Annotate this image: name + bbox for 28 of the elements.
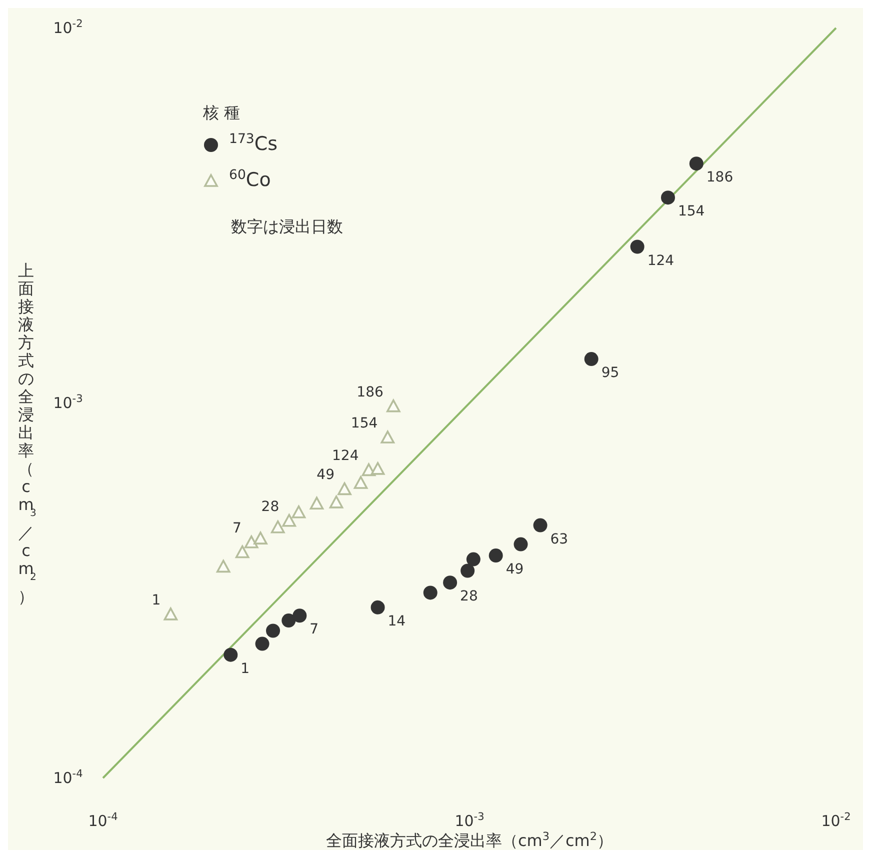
annotation: 28 — [261, 498, 280, 515]
annotation: 28 — [460, 588, 478, 605]
x-tick-label: 10$^{-4}$ — [88, 811, 118, 830]
annotation: 154 — [678, 204, 705, 220]
x-axis-title: 全面接液方式の全浸出率（cm$^{3}$／cm$^{2}$） — [326, 830, 614, 850]
y-tick-label: 10$^{-3}$ — [53, 393, 83, 412]
x-tick-label: 10$^{-3}$ — [454, 811, 484, 830]
annotation: 49 — [316, 467, 335, 484]
annotation: 7 — [310, 622, 319, 638]
annotation: 1 — [240, 660, 250, 677]
y-tick-label: 10$^{-4}$ — [53, 768, 84, 787]
annotation: 7 — [232, 520, 242, 536]
annotation: 14 — [388, 613, 406, 630]
annotation: 63 — [550, 531, 568, 548]
annotation: 154 — [350, 416, 378, 432]
annotation: 数字は浸出日数 — [231, 217, 343, 236]
x-tick-label: 10$^{-2}$ — [821, 811, 851, 830]
y-tick-label: 10$^{-2}$ — [53, 18, 83, 37]
annotation: 95 — [601, 365, 620, 382]
annotation: 186 — [356, 384, 384, 400]
legend-label: $^{60}$Co — [229, 168, 271, 191]
annotation: 124 — [332, 448, 359, 464]
annotation: 1 — [152, 592, 161, 608]
annotation: 49 — [506, 562, 524, 578]
legend-label: $^{173}$Cs — [229, 132, 278, 155]
legend-title: 核 種 — [202, 103, 240, 122]
annotation: 124 — [647, 252, 674, 269]
annotation: 186 — [706, 170, 734, 186]
